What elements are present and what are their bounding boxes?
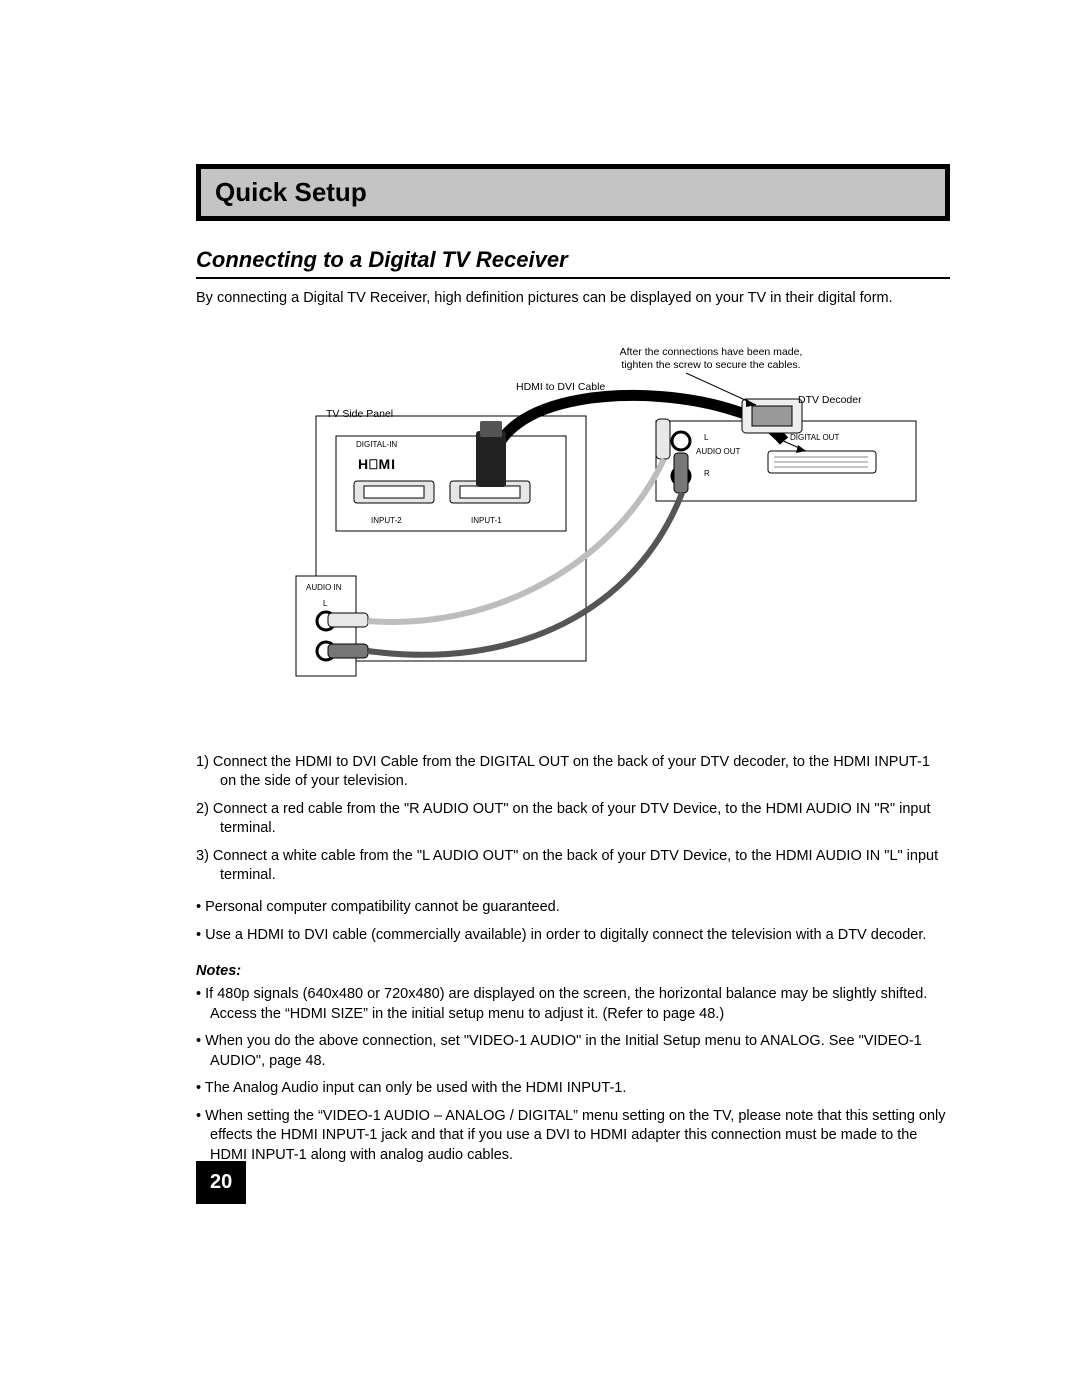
- page: Quick Setup Connecting to a Digital TV R…: [0, 0, 1080, 1244]
- hdmi-cable-label: HDMI to DVI Cable: [516, 381, 605, 393]
- intro-paragraph: By connecting a Digital TV Receiver, hig…: [196, 289, 950, 309]
- audio-out-label: AUDIO OUT: [696, 447, 740, 456]
- input2-label: INPUT-2: [371, 516, 402, 525]
- notes-heading: Notes:: [196, 963, 950, 979]
- page-title: Quick Setup: [215, 177, 931, 208]
- steps-list: 1) Connect the HDMI to DVI Cable from th…: [196, 753, 950, 886]
- header-bar: Quick Setup: [196, 164, 950, 221]
- svg-text:H⎕MI: H⎕MI: [358, 456, 396, 472]
- header-inner: Quick Setup: [201, 169, 945, 216]
- decoder-label: DTV Decoder: [798, 394, 862, 406]
- digital-in-label: DIGITAL-IN: [356, 440, 397, 449]
- note-item: • If 480p signals (640x480 or 720x480) a…: [196, 985, 950, 1024]
- section-subheading: Connecting to a Digital TV Receiver: [196, 247, 950, 279]
- input1-label: INPUT-1: [471, 516, 502, 525]
- note-item: • When setting the “VIDEO-1 AUDIO – ANAL…: [196, 1107, 950, 1166]
- note-item: • When you do the above connection, set …: [196, 1032, 950, 1071]
- notes-list: • If 480p signals (640x480 or 720x480) a…: [196, 985, 950, 1166]
- callout-line1: After the connections have been made,: [586, 346, 836, 358]
- tv-panel-label: TV Side Panel: [326, 408, 393, 420]
- step-item: 2) Connect a red cable from the "R AUDIO…: [196, 800, 950, 839]
- audio-in-l: L: [323, 599, 327, 608]
- bullets-top: • Personal computer compatibility cannot…: [196, 898, 950, 945]
- connection-diagram: H⎕MI After the connections have been mad…: [196, 321, 950, 741]
- audio-l-label: L: [704, 433, 708, 442]
- page-number: 20: [196, 1161, 246, 1204]
- step-item: 1) Connect the HDMI to DVI Cable from th…: [196, 753, 950, 792]
- audio-r-label: R: [704, 469, 710, 478]
- callout-line2: tighten the screw to secure the cables.: [586, 359, 836, 371]
- step-item: 3) Connect a white cable from the "L AUD…: [196, 847, 950, 886]
- bullet-item: • Use a HDMI to DVI cable (commercially …: [196, 926, 950, 946]
- digital-out-label: DIGITAL OUT: [790, 433, 839, 442]
- bullet-item: • Personal computer compatibility cannot…: [196, 898, 950, 918]
- note-item: • The Analog Audio input can only be use…: [196, 1079, 950, 1099]
- audio-in-label: AUDIO IN: [306, 583, 342, 592]
